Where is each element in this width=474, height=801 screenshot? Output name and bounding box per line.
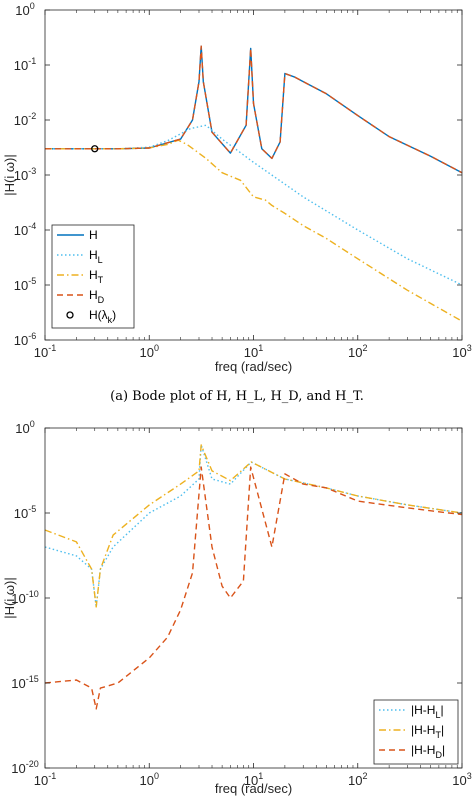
y-tick-label: 10-1 (14, 56, 36, 73)
y-tick-label: 10-5 (14, 504, 36, 521)
chart-a-ylabel: |H(i ω)| (2, 154, 17, 195)
legend-box (51, 224, 135, 329)
y-tick-label: 10-10 (11, 589, 38, 606)
x-tick-label: 10-1 (34, 343, 56, 360)
y-tick-label: 10-15 (11, 674, 38, 691)
chart-b-ylabel: |H(i ω)| (2, 577, 17, 618)
series-line (44, 466, 463, 710)
chart-b-legend: |H-HL| |H-HT| |H-HD| (373, 699, 459, 765)
chart-b-xlabel: freq (rad/sec) (215, 781, 292, 796)
y-tick-label: 100 (15, 419, 34, 436)
y-tick-label: 10-2 (14, 111, 36, 128)
x-tick-label: 10-1 (34, 771, 56, 788)
series-line (45, 124, 463, 286)
y-tick-label: 10-4 (14, 221, 36, 238)
legend-label: |H-HL| (411, 703, 444, 720)
legend-label: |H-HT| (411, 723, 444, 740)
chart-a: 10-1 100 101 102 103 10-6 10-5 10-4 10-3 10-2 10-1… (2, 1, 472, 404)
x-tick-label: 102 (348, 771, 367, 788)
x-tick-label: 103 (452, 771, 471, 788)
y-tick-label: 10-5 (14, 276, 36, 293)
legend-label: HT (89, 268, 104, 285)
legend-marker (66, 311, 74, 319)
x-tick-label: 100 (140, 771, 159, 788)
x-tick-label: 101 (244, 771, 263, 788)
series-line (45, 139, 463, 322)
chart-b: 10-1 100 101 102 103 10-20 10-15 10-10 10-5 100 f… (2, 419, 472, 796)
marker-point (91, 145, 99, 153)
x-tick-label: 103 (452, 343, 471, 360)
series-line (44, 444, 463, 608)
legend-label: H(λk) (89, 308, 116, 325)
legend-label: |H-HD| (411, 743, 445, 760)
chart-a-xlabel: freq (rad/sec) (215, 359, 292, 374)
series-line (45, 45, 463, 174)
x-tick-label: 102 (348, 343, 367, 360)
x-tick-label: 101 (244, 343, 263, 360)
chart-a-caption: (a) Bode plot of H, H_L, H_D, and H_T. (110, 389, 364, 404)
y-tick-label: 100 (15, 1, 34, 18)
legend-label: H (89, 228, 98, 242)
x-tick-label: 100 (140, 343, 159, 360)
legend-label: HL (89, 248, 103, 265)
y-tick-label: 10-3 (14, 166, 36, 183)
chart-a-legend: H HL HT HD H(λk) (51, 224, 135, 329)
legend-label: HD (89, 288, 105, 305)
y-tick-label: 10-6 (14, 331, 36, 348)
y-tick-label: 10-20 (11, 759, 38, 776)
